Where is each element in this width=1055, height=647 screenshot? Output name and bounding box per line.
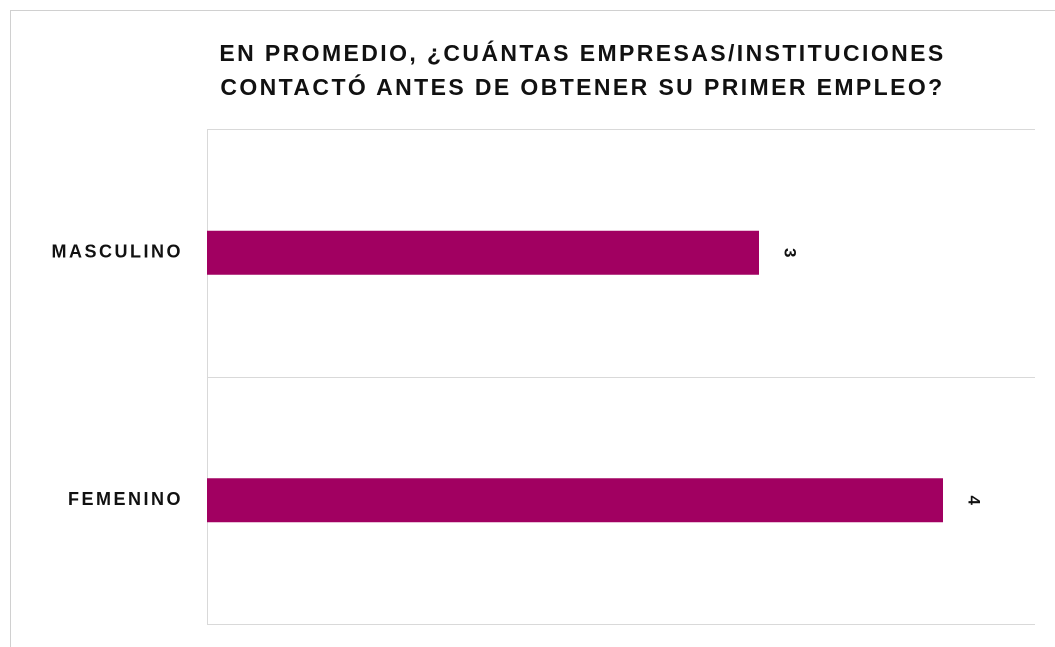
data-label: 4	[965, 496, 984, 506]
chart-frame	[10, 10, 1055, 647]
bar	[207, 230, 759, 275]
bar	[207, 478, 943, 523]
data-label: 3	[781, 248, 800, 257]
y-tick-label: FEMENINO	[68, 489, 183, 509]
y-tick-label: MASCULINO	[52, 242, 184, 262]
chart-title: EN PROMEDIO, ¿CUÁNTAS EMPRESAS/INSTITUCI…	[219, 40, 946, 100]
